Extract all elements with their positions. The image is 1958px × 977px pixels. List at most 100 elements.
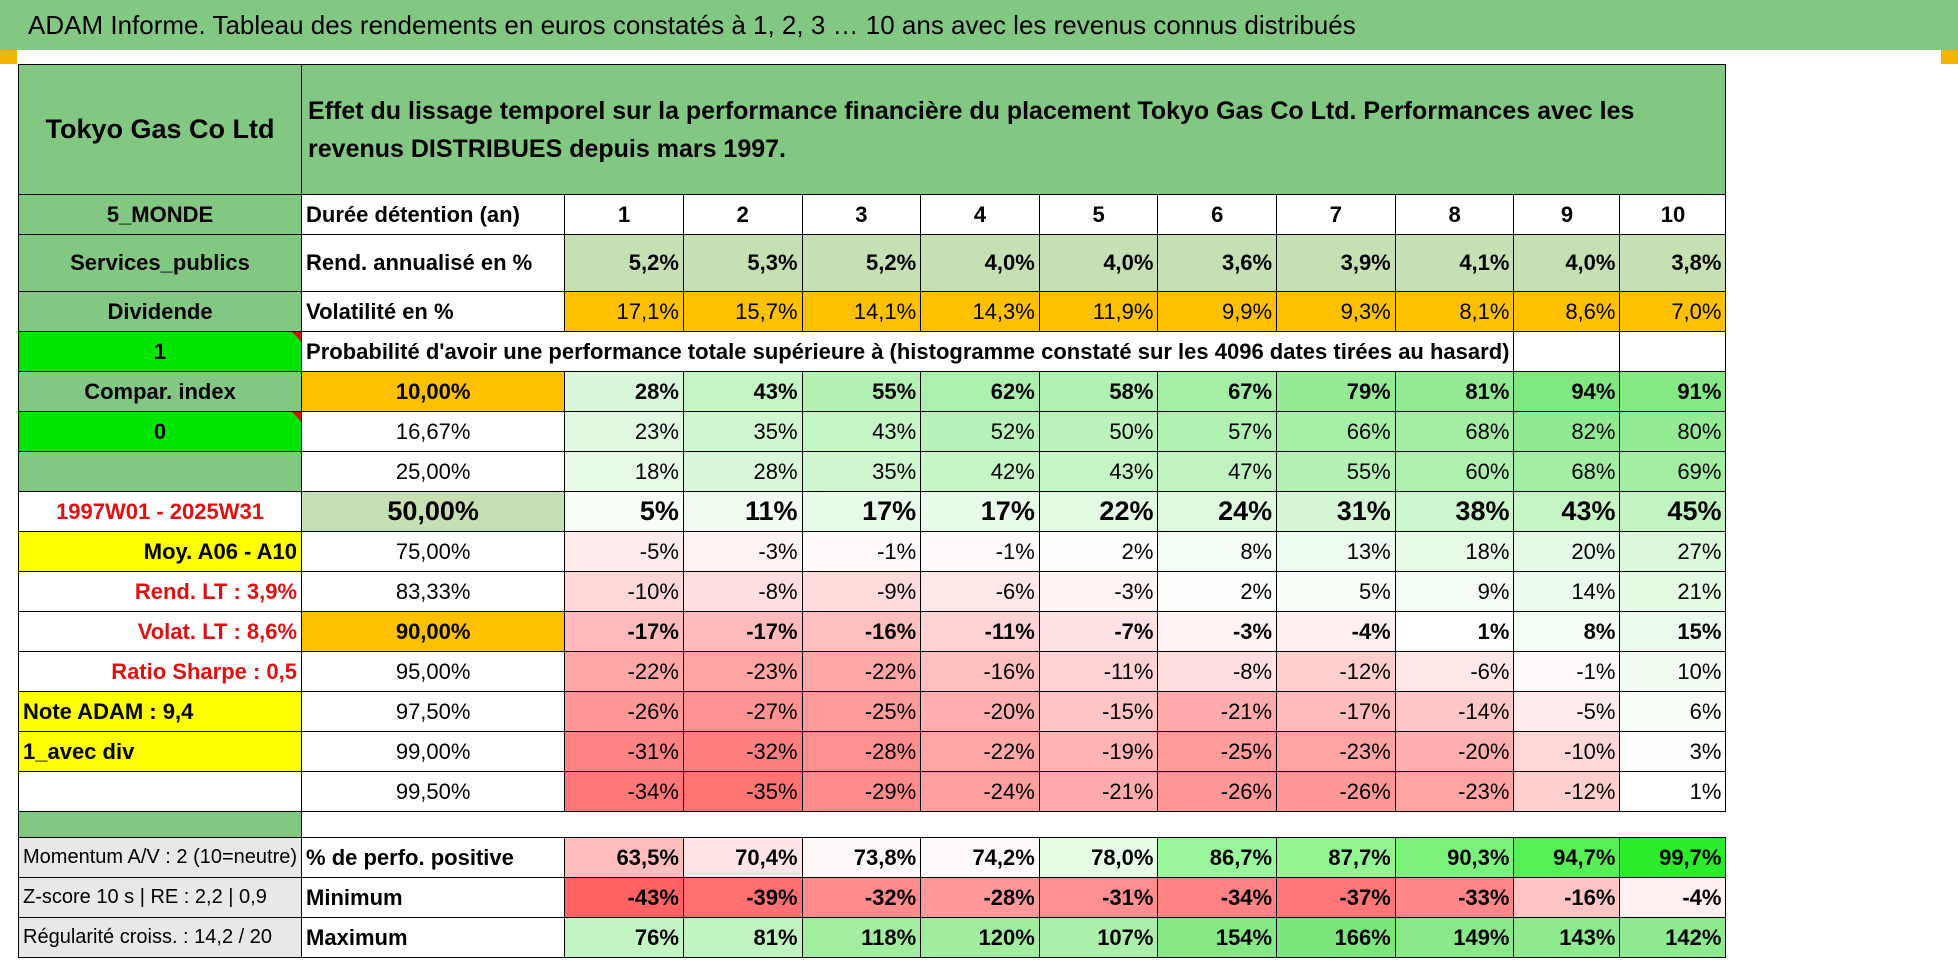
vol-value: 11,9% <box>1038 291 1159 332</box>
prob-value: -26% <box>1157 771 1278 812</box>
prob-value: -25% <box>1157 731 1278 772</box>
prob-value: -17% <box>682 611 803 652</box>
prob-value: 9% <box>1394 571 1515 612</box>
prob-value: -14% <box>1394 691 1515 732</box>
prob-value: -3% <box>1038 571 1159 612</box>
prob-value: 91% <box>1619 371 1727 412</box>
prob-value: 1% <box>1394 611 1515 652</box>
prob-value: 2% <box>1157 571 1278 612</box>
right-corner-mark <box>1941 50 1958 64</box>
prob-value: -22% <box>801 651 922 692</box>
prob-value: 13% <box>1276 531 1396 572</box>
prob-value: -28% <box>801 731 922 772</box>
threshold-cell: 10,00% <box>301 371 566 412</box>
stat-label: % de perfo. positive <box>301 837 566 878</box>
threshold-cell: 90,00% <box>301 611 566 652</box>
stat-value: 142% <box>1619 917 1727 958</box>
stat-value: 107% <box>1038 917 1159 958</box>
sector-cell: Services_publics <box>17 234 303 292</box>
prob-value: 20% <box>1513 531 1621 572</box>
prob-value: -26% <box>564 691 684 732</box>
prob-value: 57% <box>1157 411 1278 452</box>
stat-value: 81% <box>682 917 803 958</box>
prob-value: 45% <box>1619 491 1727 532</box>
vol-value: 15,7% <box>682 291 803 332</box>
threshold-cell: 83,33% <box>301 571 566 612</box>
stat-value: 87,7% <box>1276 837 1396 878</box>
stat-value: -43% <box>564 877 684 918</box>
duration-label: Durée détention (an) <box>301 194 566 235</box>
year-header-4: 4 <box>920 194 1040 235</box>
stat-label: Maximum <box>301 917 566 958</box>
separator-green-cell <box>17 811 303 838</box>
prob-value: 67% <box>1157 371 1278 412</box>
table-description: Effet du lissage temporel sur la perform… <box>301 64 1727 195</box>
volat-lt-cell: Volat. LT : 8,6% <box>17 611 303 652</box>
prob-value: -12% <box>1276 651 1396 692</box>
prob-value: 15% <box>1619 611 1727 652</box>
vol-label: Volatilité en % <box>301 291 566 332</box>
empty-cell <box>1513 331 1621 372</box>
prob-value: 14% <box>1513 571 1621 612</box>
rend-value: 4,0% <box>1038 234 1159 292</box>
sharpe-cell: Ratio Sharpe : 0,5 <box>17 651 303 692</box>
prob-value: 50% <box>1038 411 1159 452</box>
prob-value: -22% <box>564 651 684 692</box>
prob-value: -3% <box>682 531 803 572</box>
vol-value: 14,3% <box>920 291 1040 332</box>
stat-value: 74,2% <box>920 837 1040 878</box>
rend-label: Rend. annualisé en % <box>301 234 566 292</box>
stat-value: -33% <box>1394 877 1515 918</box>
prob-value: 2% <box>1038 531 1159 572</box>
threshold-cell: 99,50% <box>301 771 566 812</box>
vol-value: 7,0% <box>1619 291 1727 332</box>
prob-value: -5% <box>564 531 684 572</box>
prob-value: 43% <box>682 371 803 412</box>
stat-value: -39% <box>682 877 803 918</box>
stat-value: -32% <box>801 877 922 918</box>
prob-value: 68% <box>1394 411 1515 452</box>
prob-value: -20% <box>1394 731 1515 772</box>
prob-value: -11% <box>1038 651 1159 692</box>
prob-value: 66% <box>1276 411 1396 452</box>
prob-value: 43% <box>1038 451 1159 492</box>
period-cell: 1997W01 - 2025W31 <box>17 491 303 532</box>
prob-value: 24% <box>1157 491 1278 532</box>
prob-value: 5% <box>1276 571 1396 612</box>
year-header-10: 10 <box>1619 194 1727 235</box>
stat-value: 63,5% <box>564 837 684 878</box>
prob-value: 18% <box>564 451 684 492</box>
stat-value: 94,7% <box>1513 837 1621 878</box>
prob-value: 5% <box>564 491 684 532</box>
note-adam-cell: Note ADAM : 9,4 <box>17 691 303 732</box>
prob-value: -25% <box>801 691 922 732</box>
stat-value: 78,0% <box>1038 837 1159 878</box>
stat-value: -4% <box>1619 877 1727 918</box>
value-0-cell[interactable]: 0 <box>17 411 303 452</box>
prob-value: -22% <box>920 731 1040 772</box>
income-type-cell: Dividende <box>17 291 303 332</box>
prob-value: -23% <box>1394 771 1515 812</box>
prob-value: -15% <box>1038 691 1159 732</box>
prob-value: 81% <box>1394 371 1515 412</box>
prob-value: -35% <box>682 771 803 812</box>
value-1-cell[interactable]: 1 <box>17 331 303 372</box>
prob-value: -1% <box>1513 651 1621 692</box>
stat-value: -28% <box>920 877 1040 918</box>
rend-value: 3,8% <box>1619 234 1727 292</box>
stat-value: 76% <box>564 917 684 958</box>
stat-value: 73,8% <box>801 837 922 878</box>
prob-value: -10% <box>564 571 684 612</box>
year-header-1: 1 <box>564 194 684 235</box>
stat-value: -37% <box>1276 877 1396 918</box>
stat-label: Minimum <box>301 877 566 918</box>
prob-value: -7% <box>1038 611 1159 652</box>
rend-value: 5,2% <box>801 234 922 292</box>
prob-value: -17% <box>564 611 684 652</box>
prob-value: 6% <box>1619 691 1727 732</box>
prob-value: -1% <box>801 531 922 572</box>
prob-value: -27% <box>682 691 803 732</box>
prob-value: 80% <box>1619 411 1727 452</box>
prob-value: 55% <box>801 371 922 412</box>
blank-cell <box>17 771 303 812</box>
